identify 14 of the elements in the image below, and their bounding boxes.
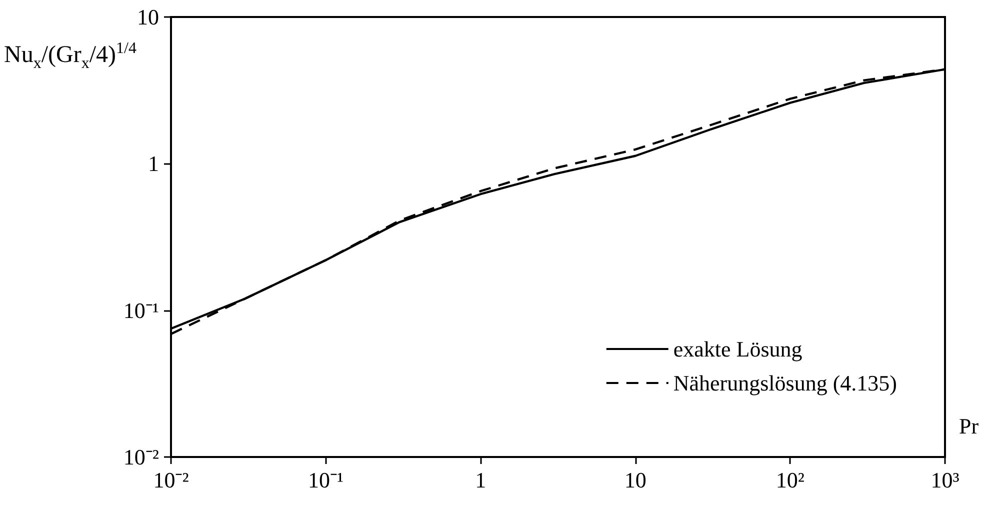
y-tick-label: 10⁻² [123, 444, 160, 470]
x-tick-label: 10³ [930, 468, 960, 492]
x-tick-label: 10⁻² [153, 468, 190, 492]
x-axis-title: Pr [959, 414, 980, 438]
y-tick-label: 10⁻¹ [123, 298, 159, 323]
x-tick-label: 10² [776, 468, 805, 492]
legend-label: Näherungslösung (4.135) [673, 370, 898, 396]
legend-label: exakte Lösung [673, 336, 802, 362]
x-tick-label: 1 [475, 468, 486, 492]
y-tick-label: 10 [137, 4, 159, 30]
y-axis-title: Nu$_{x}$/(Gr$_{x}$/4)$^{1/4}$ [4, 40, 136, 73]
x-tick-label: 10⁻¹ [308, 468, 344, 492]
y-tick-label: 1 [148, 151, 159, 176]
x-tick-label: 10 [624, 468, 646, 492]
